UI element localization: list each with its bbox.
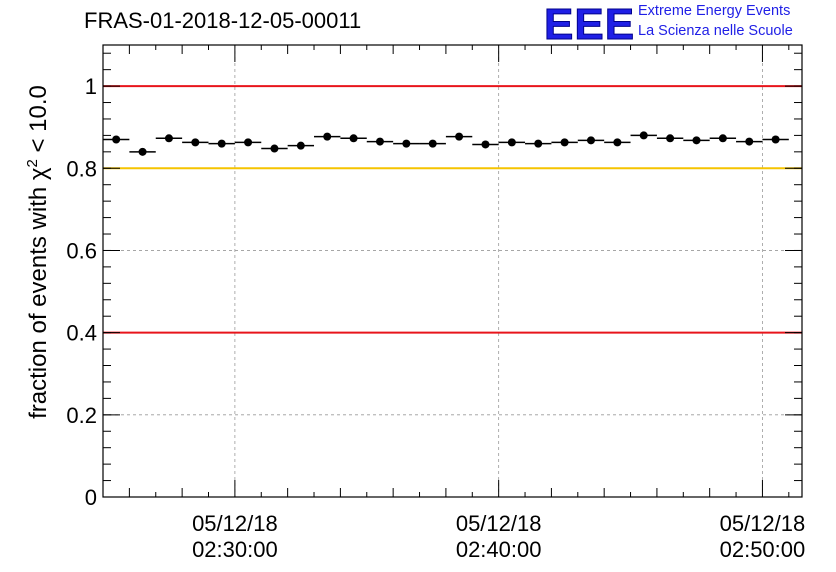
data-point	[613, 138, 622, 147]
data-point	[217, 139, 226, 148]
data-point	[164, 134, 173, 143]
data-point	[560, 138, 569, 147]
x-tick-label-time: 02:40:00	[456, 537, 542, 562]
y-tick-label: 0.2	[66, 403, 97, 428]
data-point	[323, 132, 332, 141]
data-point	[534, 139, 543, 148]
data-point	[666, 134, 675, 143]
data-point	[402, 139, 411, 148]
x-tick-label-time: 02:50:00	[720, 537, 806, 562]
data-point	[586, 136, 595, 145]
data-point	[375, 137, 384, 146]
eee-logo-mark: EEE	[543, 0, 636, 50]
data-point	[745, 137, 754, 146]
data-point	[296, 141, 305, 150]
x-tick-label-date: 05/12/18	[720, 511, 806, 536]
eee-logo-line2: La Scienza nelle Scuole	[638, 23, 793, 39]
data-point	[771, 135, 780, 144]
y-tick-label: 0.6	[66, 238, 97, 263]
data-point	[718, 134, 727, 143]
data-point	[349, 134, 358, 143]
x-tick-label-time: 02:30:00	[192, 537, 278, 562]
y-tick-label: 0	[85, 485, 97, 510]
data-point	[507, 138, 516, 147]
eee-logo-line1: Extreme Energy Events	[638, 3, 791, 19]
data-point	[428, 139, 437, 148]
data-point	[639, 131, 648, 140]
y-tick-label: 0.8	[66, 156, 97, 181]
grid-layer	[103, 45, 802, 498]
y-tick-label: 1	[85, 74, 97, 99]
x-tick-label-date: 05/12/18	[192, 511, 278, 536]
axes: 00.20.40.60.8105/12/1802:30:0005/12/1802…	[66, 45, 805, 562]
data-point	[692, 136, 701, 145]
data-point	[481, 140, 490, 149]
x-tick-label-date: 05/12/18	[456, 511, 542, 536]
data-point	[455, 132, 464, 141]
data-point	[112, 135, 121, 144]
y-axis-label: fraction of events with χ2 < 10.0	[24, 85, 52, 419]
chart-title: FRAS-01-2018-12-05-00011	[84, 8, 362, 33]
data-point	[138, 147, 147, 156]
y-tick-label: 0.4	[66, 321, 97, 346]
data-point	[270, 144, 279, 153]
plot-frame	[102, 44, 803, 498]
data-point	[191, 138, 200, 147]
reference-lines	[103, 85, 802, 334]
data-points	[103, 131, 789, 156]
data-point	[244, 138, 253, 147]
